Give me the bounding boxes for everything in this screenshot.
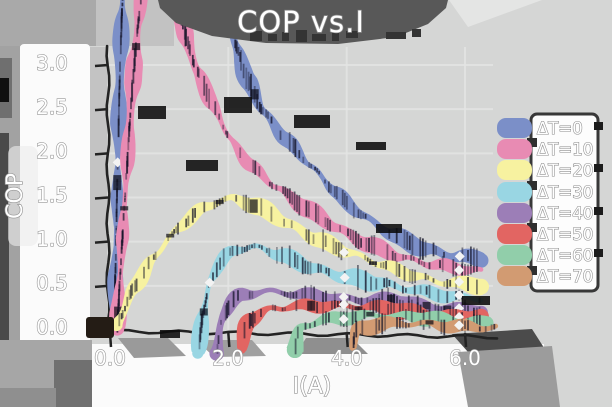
legend-frame-nub [594, 207, 603, 215]
y-tick-label: 0.0 [36, 315, 68, 339]
legend-item: ΔT=0 [497, 118, 583, 139]
legend: ΔT=0 ΔT=10 ΔT=20 ΔT=30 ΔT=40 ΔT=50 ΔT=60 [497, 112, 603, 293]
legend-item: ΔT=50 [497, 224, 594, 245]
legend-item: ΔT=20 [497, 160, 594, 181]
legend-item: ΔT=10 [497, 139, 594, 160]
legend-frame-nub [594, 122, 603, 130]
legend-frame-nub [527, 266, 537, 275]
legend-item: ΔT=60 [497, 245, 594, 266]
x-tick-label: 0.0 [94, 346, 126, 370]
legend-item: ΔT=40 [497, 203, 594, 224]
x-tick-label: 4.0 [331, 346, 363, 370]
legend-swatch [497, 245, 532, 265]
legend-swatch [497, 266, 532, 286]
legend-swatch [497, 160, 532, 180]
legend-item-label: ΔT=30 [537, 183, 593, 202]
x-axis-label: I(A) [293, 374, 332, 399]
title-shadow-layer [158, 0, 448, 44]
legend-item: ΔT=70 [497, 266, 594, 287]
legend-swatch [497, 139, 532, 159]
legend-item-label: ΔT=40 [537, 204, 593, 223]
legend-frame-nub [594, 164, 603, 172]
legend-swatch [497, 182, 532, 202]
legend-item-label: ΔT=50 [537, 225, 593, 244]
legend-frame-nub [527, 181, 537, 190]
y-tick-label: 1.0 [36, 227, 68, 251]
y-tick-label: 2.0 [36, 139, 68, 163]
legend-swatch [497, 203, 532, 223]
legend-frame-nub [527, 223, 537, 232]
x-tick-label: 6.0 [449, 346, 481, 370]
y-tick-label: 0.5 [36, 271, 68, 295]
labels-layer: 3.0 2.5 2.0 1.5 1.0 0.5 0.0 0.0 2.0 4.0 … [2, 4, 481, 399]
legend-item-label: ΔT=60 [537, 246, 593, 265]
page-title: COP vs.I [237, 5, 365, 39]
y-tick-label: 1.5 [36, 183, 68, 207]
y-axis-label: COP [3, 173, 28, 219]
legend-item-label: ΔT=0 [537, 119, 583, 138]
legend-item: ΔT=30 [497, 182, 594, 203]
legend-item-label: ΔT=10 [537, 140, 593, 159]
legend-swatch [497, 224, 532, 244]
y-tick-label: 3.0 [36, 51, 68, 75]
artifact-layer [86, 97, 490, 338]
legend-frame-nub [527, 138, 537, 147]
legend-item-label: ΔT=70 [537, 267, 593, 286]
legend-swatch [497, 118, 532, 138]
x-tick-label: 2.0 [212, 346, 244, 370]
y-tick-label: 2.5 [36, 95, 68, 119]
legend-box [529, 112, 600, 293]
legend-item-label: ΔT=20 [537, 161, 593, 180]
series-layer [107, 0, 499, 361]
legend-frame-nub [594, 249, 603, 257]
